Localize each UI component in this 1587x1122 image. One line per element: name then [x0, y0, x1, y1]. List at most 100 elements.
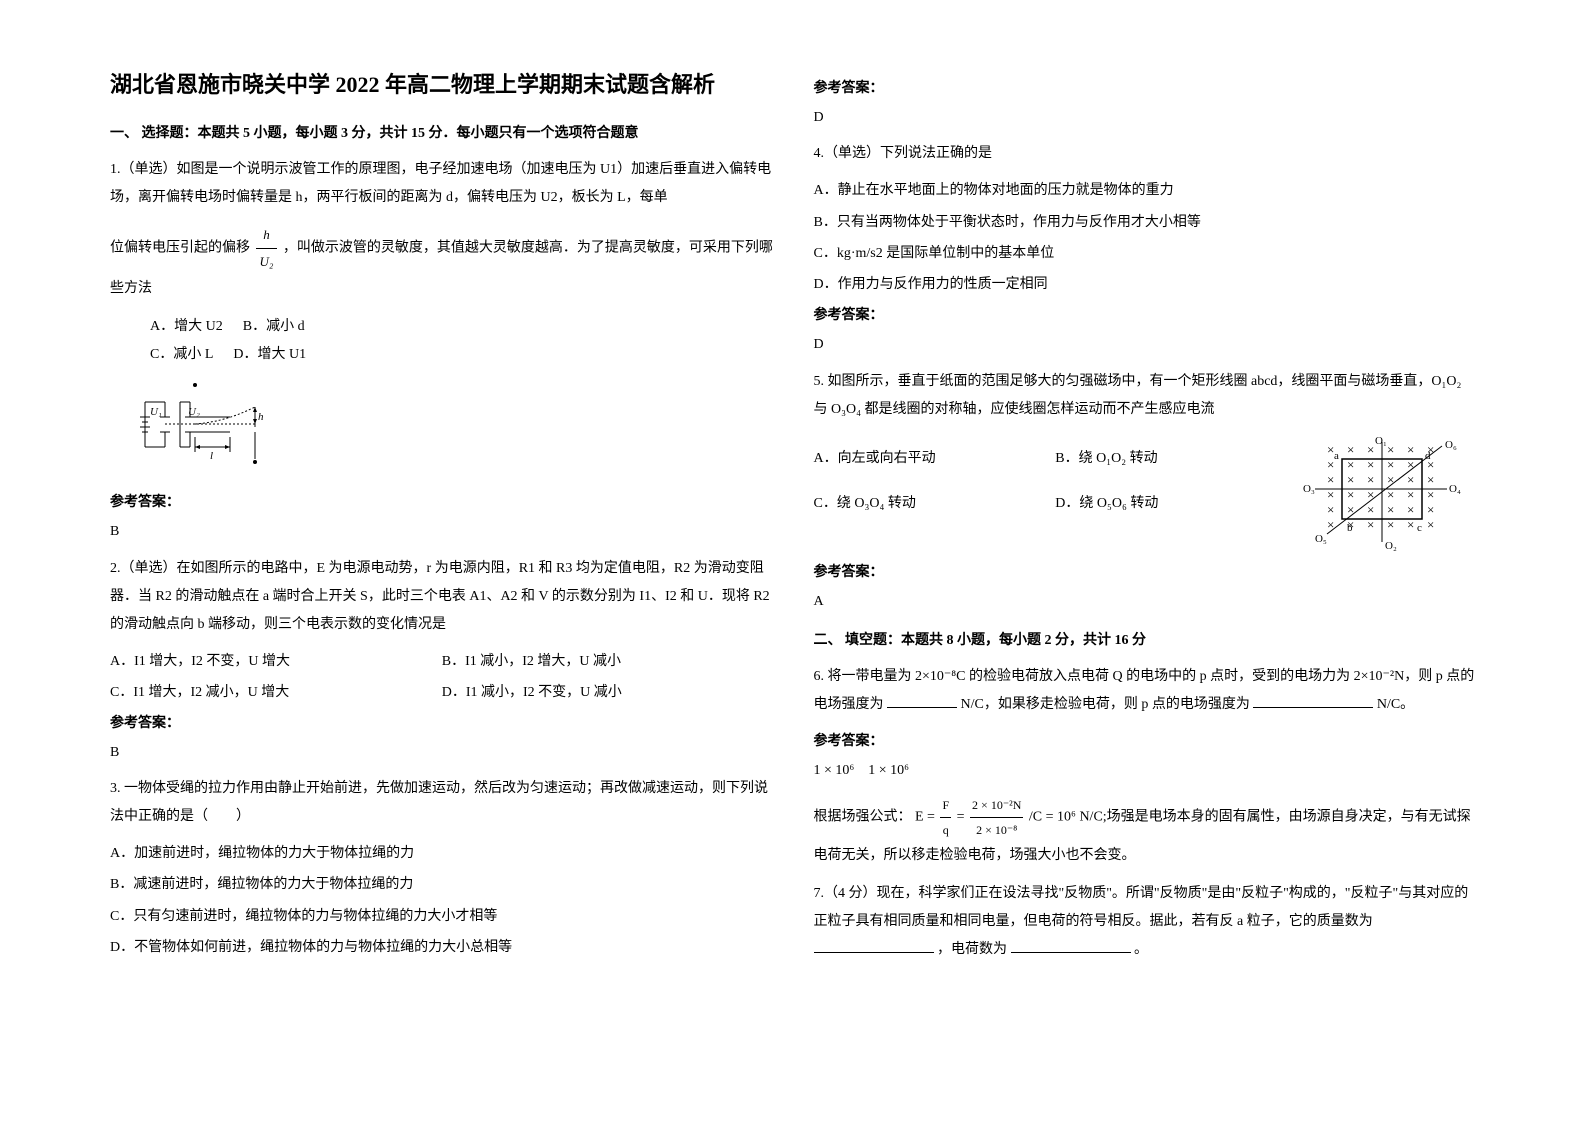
q6-eq-frac2: 2 × 10⁻²N 2 × 10⁻⁸ — [970, 793, 1023, 842]
q1-answer: B — [110, 519, 774, 544]
svg-text:O₃: O₃ — [1303, 483, 1315, 495]
q3-opt-a: A．加速前进时，绳拉物体的力大于物体拉绳的力 — [110, 841, 774, 866]
q5-answer-label: 参考答案： — [814, 560, 1478, 585]
svg-text:c: c — [1417, 522, 1422, 534]
svg-text:×: × — [1407, 502, 1414, 517]
q1-options: A．增大 U2 B．减小 d C．减小 L D．增大 U1 — [110, 313, 774, 369]
svg-text:×: × — [1407, 442, 1414, 457]
q1-opt-a: A．增大 U2 — [150, 313, 223, 341]
q1-opt-c: C．减小 L — [150, 341, 213, 369]
q3-opt-c: C．只有匀速前进时，绳拉物体的力与物体拉绳的力大小才相等 — [110, 904, 774, 929]
q5-opt-c: C．绕 O₃O₄ 转动 — [814, 491, 1056, 516]
q5-container: A．向左或向右平动 B．绕 O₁O₂ 转动 C．绕 O₃O₄ 转动 D．绕 O₅… — [814, 434, 1478, 554]
question-6: 6. 将一带电量为 2×10⁻⁸C 的检验电荷放入点电荷 Q 的电场中的 p 点… — [814, 663, 1478, 719]
q4-answer: D — [814, 332, 1478, 357]
q3-answer: D — [814, 105, 1478, 130]
q7-text3: 。 — [1134, 942, 1148, 957]
section2-header: 二、 填空题：本题共 8 小题，每小题 2 分，共计 16 分 — [814, 628, 1478, 653]
q6-expl-prefix: 根据场强公式： — [814, 810, 912, 825]
svg-text:h: h — [258, 411, 264, 423]
q7-text1: 7.（4 分）现在，科学家们正在设法寻找"反物质"。所谓"反物质"是由"反粒子"… — [814, 886, 1469, 929]
q6-answer-line1: 1 × 10⁶ 1 × 10⁶ — [814, 758, 1478, 783]
q6-eq-e: E = — [915, 810, 935, 825]
q6-eq-frac1-num: F — [940, 793, 951, 818]
q3-answer-label: 参考答案： — [814, 76, 1478, 101]
svg-text:×: × — [1347, 472, 1354, 487]
q5-answer: A — [814, 589, 1478, 614]
q6-expl-suffix: N/C;场强是电场本身的固有属性，由场源自身决定，与有无试探电荷无关，所以移走检… — [814, 810, 1471, 863]
q6-eq-unit: /C — [1029, 810, 1042, 825]
q2-options-row1: A．I1 增大，I2 不变，U 增大 B．I1 减小，I2 增大，U 减小 — [110, 649, 774, 674]
question-1: 1.（单选）如图是一个说明示波管工作的原理图，电子经加速电场（加速电压为 U1）… — [110, 156, 774, 212]
q1-frac-den: U₂ — [256, 249, 278, 275]
svg-text:×: × — [1367, 472, 1374, 487]
question-7: 7.（4 分）现在，科学家们正在设法寻找"反物质"。所谓"反物质"是由"反粒子"… — [814, 880, 1478, 964]
q4-opt-c: C．kg·m/s2 是国际单位制中的基本单位 — [814, 241, 1478, 266]
section1-header: 一、 选择题：本题共 5 小题，每小题 3 分，共计 15 分．每小题只有一个选… — [110, 121, 774, 146]
document-title: 湖北省恩施市晓关中学 2022 年高二物理上学期期末试题含解析 — [110, 70, 774, 101]
q2-opt-d: D．I1 减小，I2 不变，U 减小 — [442, 680, 774, 705]
q1-circuit-diagram: U₁ U₂ l h — [130, 377, 300, 467]
q1-fraction: h U₂ — [256, 222, 278, 275]
svg-text:O₁: O₁ — [1375, 435, 1387, 447]
q5-opt-a: A．向左或向右平动 — [814, 446, 1056, 471]
q6-blank1 — [887, 692, 957, 708]
q1-opt-d: D．增大 U1 — [233, 341, 306, 369]
q6-eq-eq: = — [957, 810, 965, 825]
svg-text:b: b — [1347, 522, 1353, 534]
q6-text3: N/C。 — [1377, 697, 1414, 712]
q2-opt-c: C．I1 增大，I2 减小，U 增大 — [110, 680, 442, 705]
svg-text:l: l — [210, 450, 213, 462]
q4-options: A．静止在水平地面上的物体对地面的压力就是物体的重力 B．只有当两物体处于平衡状… — [814, 178, 1478, 297]
q5-magnetic-field-diagram: ×××××× ×××××× ×××××× ×××××× ×××××× ×××××… — [1297, 434, 1477, 554]
q3-opt-d: D．不管物体如何前进，绳拉物体的力与物体拉绳的力大小总相等 — [110, 935, 774, 960]
q4-opt-b: B．只有当两物体处于平衡状态时，作用力与反作用才大小相等 — [814, 210, 1478, 235]
q5-options: A．向左或向右平动 B．绕 O₁O₂ 转动 C．绕 O₃O₄ 转动 D．绕 O₅… — [814, 446, 1298, 516]
q4-opt-a: A．静止在水平地面上的物体对地面的压力就是物体的重力 — [814, 178, 1478, 203]
q2-answer: B — [110, 740, 774, 765]
q1-text2: 位偏转电压引起的偏移 — [110, 241, 250, 256]
q6-eq-frac2-den: 2 × 10⁻⁸ — [970, 818, 1023, 842]
q2-answer-label: 参考答案： — [110, 711, 774, 736]
svg-text:O₂: O₂ — [1385, 540, 1397, 552]
question-4: 4.（单选）下列说法正确的是 — [814, 140, 1478, 168]
svg-text:O₆: O₆ — [1445, 439, 1457, 451]
svg-text:×: × — [1327, 502, 1334, 517]
q5-opt-d: D．绕 O₅O₆ 转动 — [1055, 491, 1297, 516]
svg-text:×: × — [1327, 472, 1334, 487]
q1-frac-num: h — [256, 222, 278, 249]
q2-options-row2: C．I1 增大，I2 减小，U 增大 D．I1 减小，I2 不变，U 减小 — [110, 680, 774, 705]
q3-options: A．加速前进时，绳拉物体的力大于物体拉绳的力 B．减速前进时，绳拉物体的力大于物… — [110, 841, 774, 960]
question-1-cont: 位偏转电压引起的偏移 h U₂ ，叫做示波管的灵敏度，其值越大灵敏度越高．为了提… — [110, 222, 774, 303]
svg-text:a: a — [1334, 450, 1339, 462]
svg-text:O₄: O₄ — [1449, 483, 1461, 495]
q6-explanation: 根据场强公式： E = F q = 2 × 10⁻²N 2 × 10⁻⁸ /C … — [814, 793, 1478, 870]
svg-text:×: × — [1347, 502, 1354, 517]
q6-eq-frac1: F q — [940, 793, 951, 842]
svg-text:×: × — [1427, 472, 1434, 487]
svg-text:×: × — [1387, 502, 1394, 517]
svg-text:×: × — [1387, 442, 1394, 457]
q6-answer-label: 参考答案： — [814, 729, 1478, 754]
svg-text:×: × — [1407, 472, 1414, 487]
q3-opt-b: B．减速前进时，绳拉物体的力大于物体拉绳的力 — [110, 872, 774, 897]
svg-text:O₅: O₅ — [1315, 533, 1327, 545]
q2-opt-b: B．I1 减小，I2 增大，U 减小 — [442, 649, 774, 674]
svg-text:×: × — [1367, 442, 1374, 457]
q6-blank2 — [1253, 692, 1373, 708]
question-3: 3. 一物体受绳的拉力作用由静止开始前进，先做加速运动，然后改为匀速运动；再改做… — [110, 775, 774, 831]
q7-blank2 — [1011, 937, 1131, 953]
svg-text:×: × — [1427, 502, 1434, 517]
svg-text:×: × — [1367, 502, 1374, 517]
question-2: 2.（单选）在如图所示的电路中，E 为电源电动势，r 为电源内阻，R1 和 R3… — [110, 555, 774, 639]
q1-text1: 1.（单选）如图是一个说明示波管工作的原理图，电子经加速电场（加速电压为 U1）… — [110, 162, 771, 205]
q6-text2: N/C，如果移走检验电荷，则 p 点的电场强度为 — [961, 697, 1250, 712]
q7-text2: ，电荷数为 — [937, 942, 1007, 957]
q2-opt-a: A．I1 增大，I2 不变，U 增大 — [110, 649, 442, 674]
q4-answer-label: 参考答案： — [814, 303, 1478, 328]
svg-text:×: × — [1347, 442, 1354, 457]
q6-eq-frac2-num: 2 × 10⁻²N — [970, 793, 1023, 818]
svg-text:U₂: U₂ — [188, 406, 200, 418]
svg-text:d: d — [1425, 450, 1431, 462]
q1-answer-label: 参考答案： — [110, 490, 774, 515]
